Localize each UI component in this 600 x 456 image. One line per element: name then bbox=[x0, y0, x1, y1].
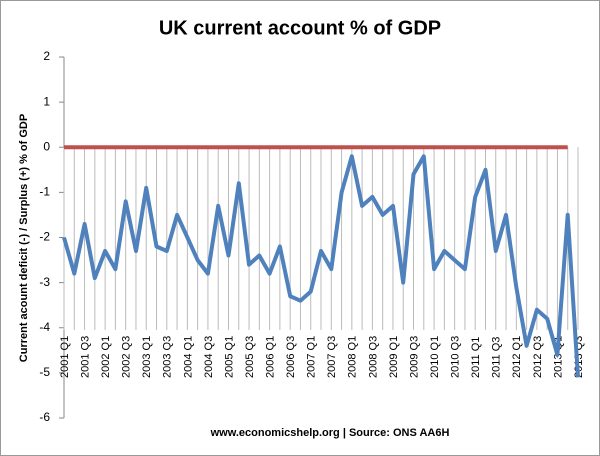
x-tick-label: 2010 Q1 bbox=[429, 336, 441, 378]
x-tick-label: 2009 Q1 bbox=[388, 336, 400, 378]
x-tick-label: 2003 Q3 bbox=[162, 336, 174, 378]
x-tick-label: 2007 Q1 bbox=[306, 336, 318, 378]
y-tick-label: 0 bbox=[43, 139, 50, 153]
y-tick-label: -3 bbox=[39, 275, 50, 289]
y-tick-label: 1 bbox=[43, 94, 50, 108]
y-tick-label: -6 bbox=[39, 410, 50, 424]
x-tick-label: 2004 Q3 bbox=[203, 336, 215, 378]
series-line bbox=[62, 154, 580, 378]
y-tick-label: -5 bbox=[39, 365, 50, 379]
x-tick-label: 2004 Q1 bbox=[182, 336, 194, 378]
y-tick-label: -1 bbox=[39, 185, 50, 199]
x-tick-label: 2001 Q3 bbox=[79, 336, 91, 378]
x-tick-label: 2012 Q1 bbox=[511, 336, 523, 378]
x-tick-label: 2009 Q3 bbox=[408, 336, 420, 378]
x-tick-label: 2008 Q3 bbox=[367, 336, 379, 378]
x-tick-label: 2010 Q3 bbox=[450, 336, 462, 378]
x-tick-label: 2008 Q1 bbox=[347, 336, 359, 378]
x-tick-label: 2007 Q3 bbox=[326, 336, 338, 378]
x-tick-label: 2002 Q1 bbox=[100, 336, 112, 378]
x-tick-label: 2003 Q1 bbox=[141, 336, 153, 378]
x-tick-label: 2005 Q1 bbox=[223, 336, 235, 378]
chart-title: UK current account % of GDP bbox=[159, 17, 441, 39]
x-tick-label: 2006 Q3 bbox=[285, 336, 297, 378]
y-axis-title: Current acount deficit (-) / Surplus (+)… bbox=[18, 114, 30, 362]
y-tick-label: -4 bbox=[39, 320, 50, 334]
y-tick-label: 2 bbox=[43, 49, 50, 63]
x-tick-label: 2005 Q3 bbox=[244, 336, 256, 378]
x-tick-label: 2012 Q3 bbox=[532, 336, 544, 378]
x-tick-label: 2002 Q3 bbox=[121, 336, 133, 378]
source-note: www.economicshelp.org | Source: ONS AA6H bbox=[210, 427, 450, 439]
x-tick-label: 2011 Q1 bbox=[470, 337, 482, 378]
x-tick-label: 2006 Q1 bbox=[265, 336, 277, 378]
x-tick-label: 2011 Q3 bbox=[491, 337, 503, 378]
y-tick-label: -2 bbox=[39, 230, 50, 244]
x-tick-label: 2001 Q1 bbox=[59, 336, 71, 378]
